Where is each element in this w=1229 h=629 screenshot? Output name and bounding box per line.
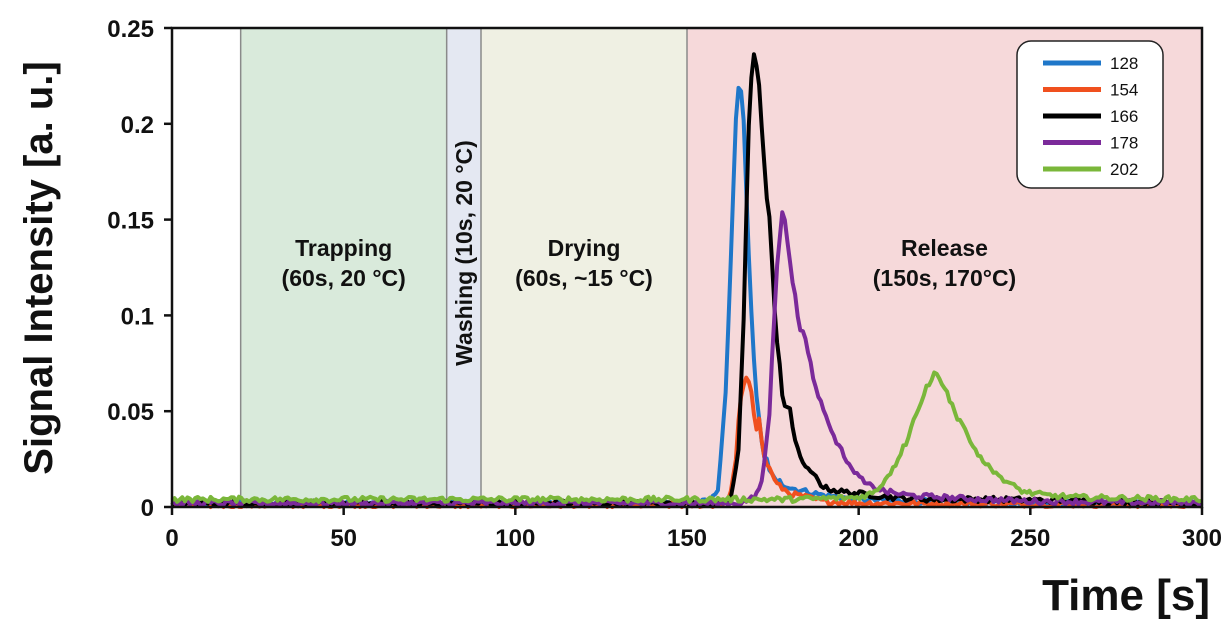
y-tick-label: 0.25 [107, 16, 154, 43]
legend-entry-label: 154 [1110, 81, 1138, 100]
phase-region [481, 28, 687, 507]
x-tick-label: 200 [839, 525, 879, 552]
legend-entry-label: 202 [1110, 160, 1138, 179]
series-178-line [171, 210, 1203, 508]
legend-entry-label: 128 [1110, 54, 1138, 73]
phase-label: (60s, 20 °C) [282, 265, 406, 291]
phase-label: Trapping [295, 235, 392, 261]
phase-label: Release [901, 235, 988, 261]
phase-label: Drying [548, 235, 621, 261]
y-axis-title: Signal Intensity [a. u.] [17, 61, 61, 474]
x-tick-label: 250 [1010, 525, 1050, 552]
legend: 128 154 166 178 202 [1016, 40, 1164, 189]
x-tick-label: 0 [165, 525, 178, 552]
x-tick-label: 300 [1182, 525, 1222, 552]
y-tick-label: 0 [141, 495, 154, 522]
y-tick-label: 0.1 [121, 303, 154, 330]
phase-layer: Trapping (60s, 20 °C) Washing (10s, 20 °C)… [239, 28, 1202, 507]
y-tick-label: 0.05 [107, 399, 154, 426]
phase-region [446, 28, 481, 507]
x-tick-label: 150 [667, 525, 707, 552]
axes-layer: 0 50 100 150 200 250 300 0 0.05 0.1 0.15 0.2 0.25 [107, 16, 1222, 552]
x-tick-label: 100 [495, 525, 535, 552]
phase-region [240, 28, 447, 507]
y-tick-label: 0.2 [121, 112, 154, 139]
series-202-line [170, 370, 1203, 504]
phase-label: (150s, 170°C) [873, 265, 1016, 291]
x-axis-title: Time [s] [1042, 571, 1210, 620]
phase-label: (60s, ~15 °C) [515, 265, 653, 291]
x-tick-label: 50 [330, 525, 357, 552]
legend-entry-label: 178 [1110, 134, 1138, 153]
y-tick-label: 0.15 [107, 208, 154, 235]
phase-label: Washing (10s, 20 °C) [451, 140, 477, 366]
legend-entry-label: 166 [1110, 107, 1138, 126]
